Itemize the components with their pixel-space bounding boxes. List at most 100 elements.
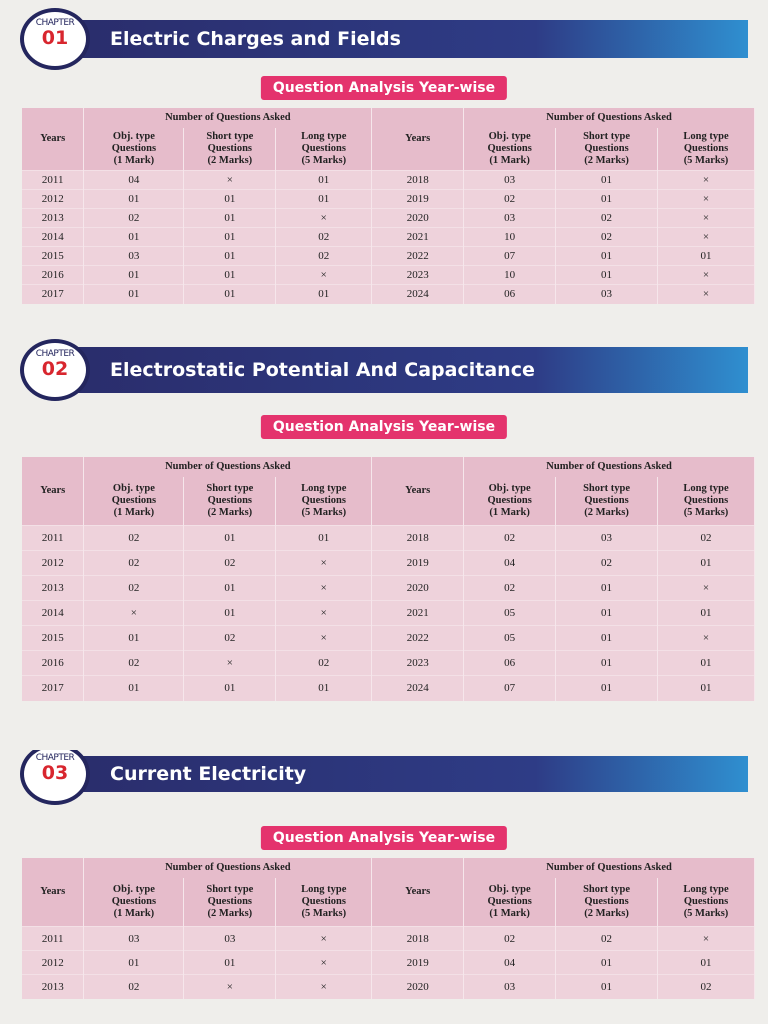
group-header: Number of Questions Asked [463, 457, 755, 477]
analysis-table: Years Number of Questions Asked Years Numbe… [22, 108, 755, 304]
count-cell: 01 [183, 246, 277, 266]
table-row: 2014 × 01 × 2021 05 01 01 [22, 600, 755, 626]
chapter-number: 03 [41, 762, 69, 784]
count-cell: × [183, 650, 277, 676]
year-cell: 2015 [22, 625, 85, 651]
count-cell: 04 [463, 550, 557, 576]
year-cell: 2024 [371, 675, 465, 701]
count-cell: 02 [463, 575, 557, 601]
count-cell: × [275, 974, 373, 999]
table-row: 2012 01 01 01 2019 02 01 × [22, 189, 755, 209]
years-header: Years [22, 457, 85, 526]
count-cell: × [657, 284, 755, 304]
column-header: Short type Questions (2 Marks) [183, 477, 277, 526]
count-cell: × [83, 600, 185, 626]
count-cell: 02 [83, 550, 185, 576]
year-cell: 2012 [22, 950, 85, 975]
count-cell: 01 [275, 170, 373, 190]
year-cell: 2013 [22, 974, 85, 999]
chapter-badge: CHAPTER 01 [20, 8, 90, 70]
count-cell: × [183, 974, 277, 999]
chapter-badge: CHAPTER 02 [20, 339, 90, 401]
year-cell: 2012 [22, 189, 85, 209]
count-cell: 01 [183, 575, 277, 601]
count-cell: × [275, 208, 373, 228]
count-cell: 07 [463, 246, 557, 266]
column-header: Obj. type Questions (1 Mark) [83, 878, 185, 927]
year-cell: 2023 [371, 650, 465, 676]
chapter-label: CHAPTER [35, 753, 75, 763]
count-cell: 01 [555, 265, 659, 285]
column-header: Short type Questions (2 Marks) [183, 878, 277, 927]
chapter-section: Electrostatic Potential And Capacitance C… [0, 325, 768, 750]
count-cell: 01 [555, 675, 659, 701]
count-cell: 01 [275, 189, 373, 209]
count-cell: × [275, 575, 373, 601]
count-cell: 02 [83, 208, 185, 228]
table-row: 2011 04 × 01 2018 03 01 × [22, 170, 755, 190]
count-cell: 01 [183, 675, 277, 701]
column-header-row: Obj. type Questions (1 Mark) Short type Q… [22, 477, 755, 526]
count-cell: × [275, 950, 373, 975]
year-cell: 2018 [371, 170, 465, 190]
count-cell: 01 [555, 600, 659, 626]
column-header: Long type Questions (5 Marks) [657, 128, 755, 171]
count-cell: 02 [275, 650, 373, 676]
chapter-title: Current Electricity [110, 763, 307, 785]
column-header: Obj. type Questions (1 Mark) [463, 477, 557, 526]
count-cell: 05 [463, 625, 557, 651]
count-cell: 10 [463, 227, 557, 247]
count-cell: 01 [83, 265, 185, 285]
year-cell: 2016 [22, 265, 85, 285]
year-cell: 2022 [371, 246, 465, 266]
years-header: Years [371, 858, 465, 927]
column-header: Long type Questions (5 Marks) [275, 477, 373, 526]
table-row: 2016 02 × 02 2023 06 01 01 [22, 650, 755, 676]
year-cell: 2011 [22, 170, 85, 190]
count-cell: 01 [275, 675, 373, 701]
table-row: 2017 01 01 01 2024 06 03 × [22, 284, 755, 304]
count-cell: × [275, 926, 373, 951]
year-cell: 2014 [22, 600, 85, 626]
count-cell: × [183, 170, 277, 190]
years-header: Years [22, 108, 85, 171]
group-header: Number of Questions Asked [83, 858, 373, 878]
count-cell: 01 [657, 950, 755, 975]
count-cell: 01 [183, 208, 277, 228]
count-cell: 01 [657, 600, 755, 626]
year-cell: 2019 [371, 550, 465, 576]
count-cell: 01 [555, 170, 659, 190]
table-row: 2012 02 02 × 2019 04 02 01 [22, 550, 755, 576]
table-row: 2015 03 01 02 2022 07 01 01 [22, 246, 755, 266]
count-cell: 01 [83, 625, 185, 651]
year-cell: 2018 [371, 926, 465, 951]
count-cell: 01 [83, 189, 185, 209]
group-header-row: Years Number of Questions Asked Years Numbe… [22, 457, 755, 526]
chapter-number: 01 [41, 27, 69, 49]
chapter-label: CHAPTER [35, 349, 75, 359]
section-banner: Question Analysis Year-wise [260, 415, 508, 439]
count-cell: 02 [183, 550, 277, 576]
count-cell: 02 [275, 246, 373, 266]
count-cell: 01 [183, 284, 277, 304]
count-cell: 03 [83, 246, 185, 266]
table-row: 2016 01 01 × 2023 10 01 × [22, 265, 755, 285]
count-cell: 07 [463, 675, 557, 701]
table-row: 2013 02 01 × 2020 03 02 × [22, 208, 755, 228]
year-cell: 2013 [22, 575, 85, 601]
year-cell: 2014 [22, 227, 85, 247]
count-cell: 06 [463, 284, 557, 304]
column-header: Long type Questions (5 Marks) [275, 878, 373, 927]
chapter-title: Electrostatic Potential And Capacitance [110, 359, 535, 381]
count-cell: × [275, 550, 373, 576]
count-cell: 01 [275, 525, 373, 551]
count-cell: 01 [83, 284, 185, 304]
count-cell: 03 [555, 525, 659, 551]
count-cell: × [657, 189, 755, 209]
table-row: 2017 01 01 01 2024 07 01 01 [22, 675, 755, 701]
analysis-table: Years Number of Questions Asked Years Numbe… [22, 858, 755, 999]
count-cell: × [275, 600, 373, 626]
year-cell: 2011 [22, 525, 85, 551]
column-header: Obj. type Questions (1 Mark) [83, 477, 185, 526]
